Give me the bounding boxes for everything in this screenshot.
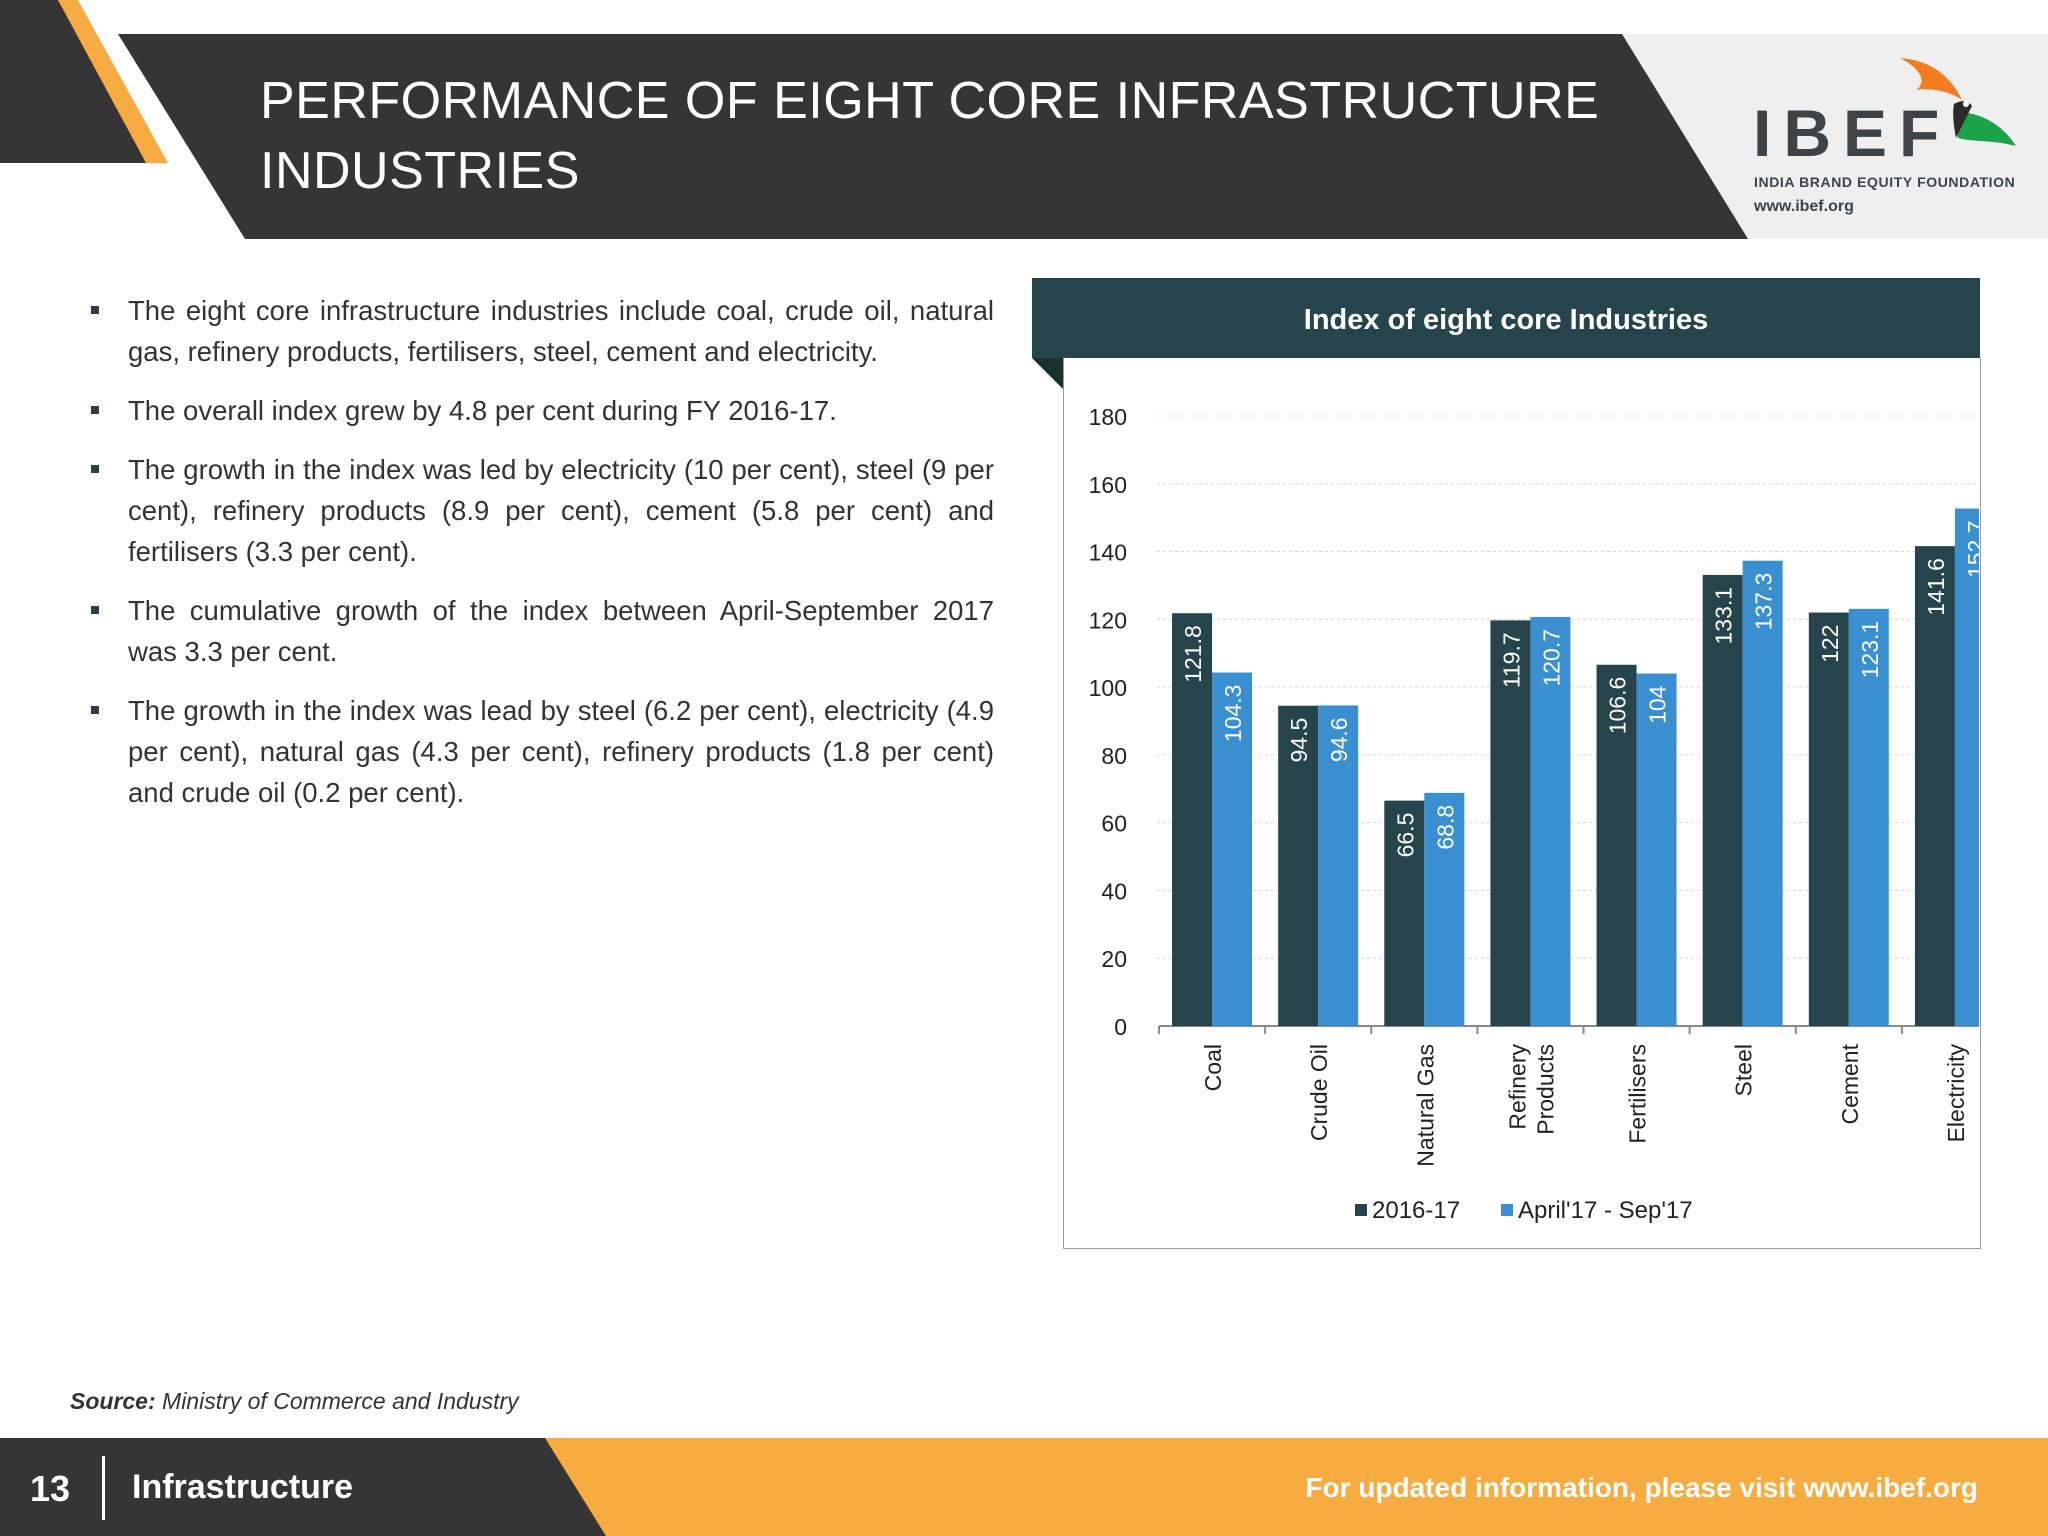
bar (1954, 508, 1979, 1026)
bird-logo-icon (1900, 58, 2016, 146)
bar (1742, 560, 1783, 1026)
bar (1212, 672, 1253, 1026)
data-label: 123.1 (1857, 621, 1883, 679)
y-tick-label: 160 (1089, 472, 1127, 498)
data-label: 133.1 (1711, 587, 1737, 645)
y-tick-label: 60 (1101, 811, 1127, 837)
data-label: 68.8 (1432, 805, 1458, 850)
bullet-item: The eight core infrastructure industries… (88, 290, 994, 372)
footer-visit-link[interactable]: For updated information, please visit ww… (1305, 1472, 1978, 1503)
chart-title: Index of eight core Industries (1032, 278, 1980, 358)
ibef-logo-word: IBEF (1753, 96, 1952, 170)
y-tick-label: 100 (1089, 675, 1127, 701)
data-label: 141.6 (1923, 558, 1949, 616)
footer-divider (102, 1456, 105, 1520)
data-label: 119.7 (1498, 632, 1524, 688)
footer-section: Infrastructure (132, 1468, 354, 1506)
data-label: 104 (1645, 685, 1671, 724)
x-tick-label: Fertilisers (1625, 1044, 1651, 1144)
y-tick-label: 40 (1101, 878, 1127, 904)
bar (1278, 705, 1319, 1026)
x-tick-label: Crude Oil (1306, 1044, 1332, 1141)
data-label: 137.3 (1751, 573, 1777, 631)
bar-chart: 0 20 40 60 80 100 120 140 160 180 121.8 104.3 Coal 94… (1089, 404, 1979, 1224)
bar (1424, 792, 1465, 1026)
bar (1596, 664, 1637, 1026)
header-title-band (118, 34, 1748, 239)
bar (1636, 673, 1677, 1026)
page-title: PERFORMANCE OF EIGHT CORE INFRASTRUCTURE… (260, 66, 1640, 206)
ibef-logo-tagline: INDIA BRAND EQUITY FOUNDATION (1754, 174, 2016, 190)
footer-bar (0, 1438, 2048, 1536)
page-title-line2: INDUSTRIES (260, 142, 580, 200)
bar (1848, 608, 1889, 1026)
bar (1914, 546, 1955, 1026)
data-label: 106.6 (1605, 677, 1631, 735)
y-tick-label: 180 (1089, 404, 1127, 430)
data-label: 94.5 (1286, 718, 1312, 763)
x-tick-label: Products (1532, 1044, 1558, 1135)
bar (1490, 620, 1531, 1026)
y-tick-label: 120 (1089, 607, 1127, 633)
bullet-list: The eight core infrastructure industries… (88, 290, 994, 831)
legend-swatch (1355, 1204, 1367, 1216)
source-text: Ministry of Commerce and Industry (162, 1388, 519, 1414)
bar (1318, 705, 1359, 1026)
header-banner (0, 0, 2048, 239)
x-tick-label: Coal (1200, 1044, 1226, 1091)
data-label: 120.7 (1538, 629, 1564, 687)
bullet-item: The growth in the index was led by elect… (88, 449, 994, 572)
header-accent-stripe (58, 0, 168, 163)
bullet-item: The cumulative growth of the index betwe… (88, 590, 994, 672)
y-tick-label: 20 (1101, 946, 1127, 972)
legend-label: 2016-17 (1372, 1197, 1460, 1224)
bullet-item: The overall index grew by 4.8 per cent d… (88, 390, 994, 431)
page-number: 13 (30, 1468, 71, 1509)
x-tick-label: Refinery (1504, 1044, 1530, 1130)
source-label: Source: (70, 1388, 156, 1414)
bullet-item: The growth in the index was lead by stee… (88, 690, 994, 813)
legend-swatch (1501, 1204, 1513, 1216)
data-label: 121.8 (1180, 625, 1206, 683)
data-label: 66.5 (1392, 813, 1418, 858)
bar (1808, 612, 1849, 1026)
bar (1530, 616, 1571, 1026)
y-tick-label: 80 (1101, 743, 1127, 769)
x-tick-label: Steel (1731, 1044, 1757, 1096)
x-tick-label: Cement (1837, 1043, 1863, 1124)
x-tick-label: Electricity (1943, 1044, 1969, 1143)
y-tick-label: 0 (1114, 1014, 1127, 1040)
ibef-logo-url: www.ibef.org (1754, 198, 1854, 215)
chart-header-fold (1032, 358, 1063, 389)
y-tick-label: 140 (1089, 540, 1127, 566)
data-label: 122 (1817, 625, 1843, 663)
x-tick-label: Natural Gas (1412, 1044, 1438, 1167)
data-label: 152.7 (1963, 521, 1979, 579)
data-label: 94.6 (1326, 717, 1352, 762)
page-title-line1: PERFORMANCE OF EIGHT CORE INFRASTRUCTURE (260, 72, 1600, 130)
legend-label: April'17 - Sep'17 (1518, 1197, 1693, 1224)
bar (1384, 800, 1425, 1026)
data-label: 104.3 (1220, 685, 1246, 743)
source-note: Source: Ministry of Commerce and Industr… (70, 1388, 519, 1415)
bar (1172, 613, 1213, 1026)
bar (1702, 574, 1743, 1026)
